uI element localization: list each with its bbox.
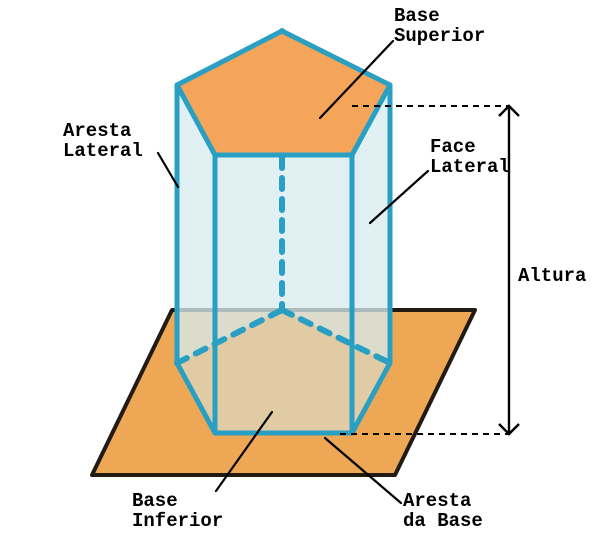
- label-aresta-da-base: Aresta da Base: [403, 492, 483, 532]
- label-base-inferior: Base Inferior: [132, 492, 223, 532]
- label-base-superior: Base Superior: [394, 7, 485, 47]
- label-altura: Altura: [518, 267, 586, 287]
- label-aresta-lateral: Aresta Lateral: [63, 122, 143, 162]
- label-face-lateral: Face Lateral: [430, 138, 510, 178]
- prism-diagram: [0, 0, 600, 555]
